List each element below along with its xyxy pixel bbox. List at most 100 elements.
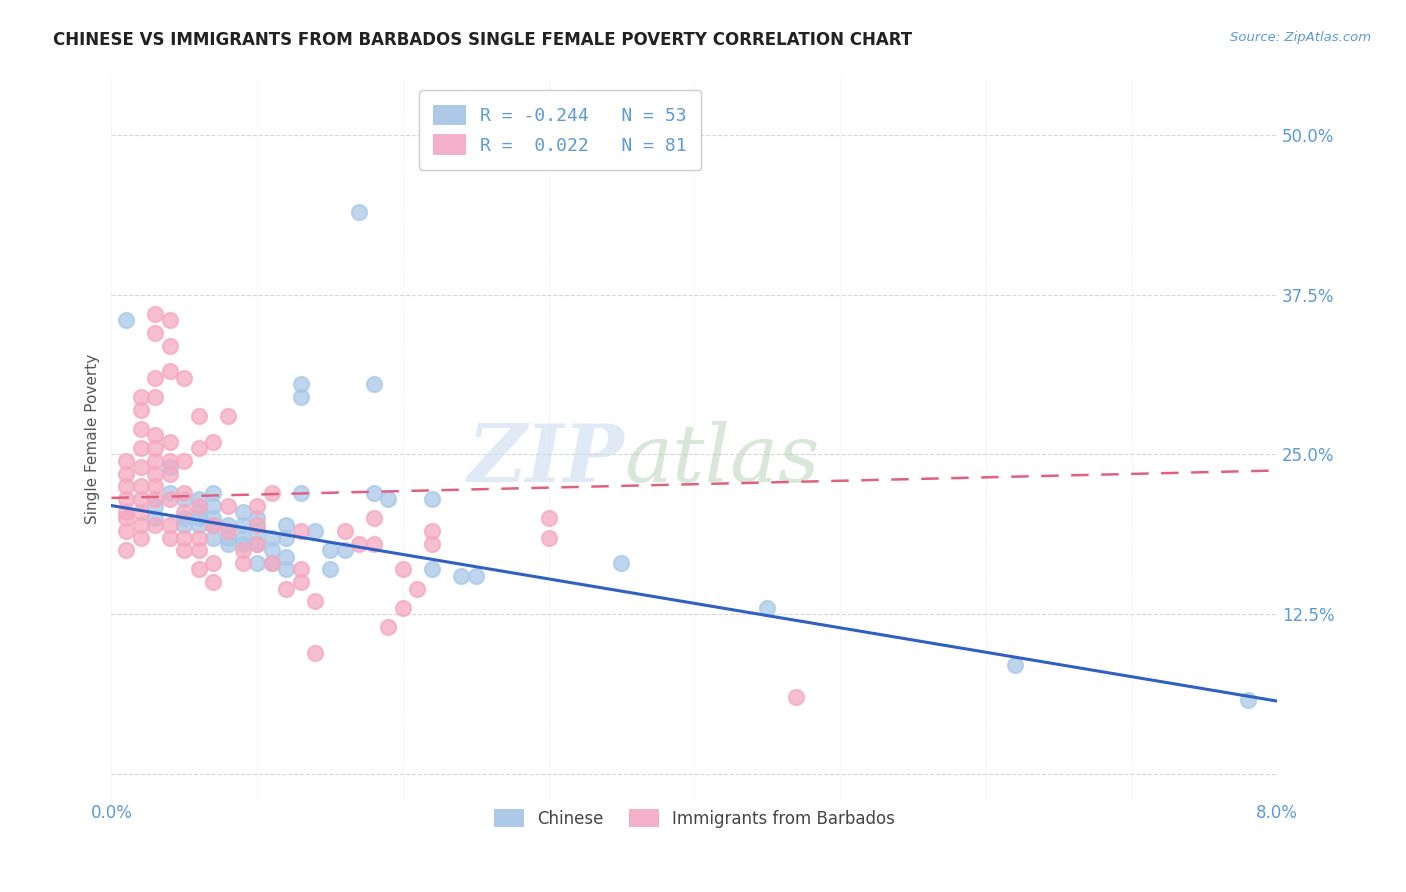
Point xyxy=(276,562,298,576)
Point xyxy=(115,505,138,519)
Point xyxy=(159,531,181,545)
Point xyxy=(290,377,312,392)
Point xyxy=(785,690,807,705)
Point xyxy=(232,517,254,532)
Point xyxy=(187,562,209,576)
Point xyxy=(143,479,166,493)
Point xyxy=(217,537,239,551)
Point xyxy=(187,409,209,423)
Point xyxy=(260,543,283,558)
Point xyxy=(304,594,326,608)
Point xyxy=(464,569,486,583)
Point xyxy=(187,499,209,513)
Point xyxy=(217,524,239,538)
Point xyxy=(159,434,181,449)
Point xyxy=(129,441,152,455)
Point xyxy=(610,556,633,570)
Point xyxy=(115,467,138,481)
Y-axis label: Single Female Poverty: Single Female Poverty xyxy=(86,353,100,524)
Point xyxy=(260,485,283,500)
Point xyxy=(202,517,225,532)
Point xyxy=(276,582,298,596)
Point xyxy=(187,531,209,545)
Point xyxy=(276,549,298,564)
Point xyxy=(260,556,283,570)
Point xyxy=(290,575,312,590)
Point xyxy=(246,556,269,570)
Point xyxy=(143,371,166,385)
Point xyxy=(115,479,138,493)
Point xyxy=(173,454,195,468)
Point xyxy=(217,517,239,532)
Point xyxy=(276,531,298,545)
Point xyxy=(159,492,181,507)
Point xyxy=(202,517,225,532)
Point xyxy=(347,204,370,219)
Point xyxy=(173,543,195,558)
Point xyxy=(143,326,166,340)
Text: CHINESE VS IMMIGRANTS FROM BARBADOS SINGLE FEMALE POVERTY CORRELATION CHART: CHINESE VS IMMIGRANTS FROM BARBADOS SING… xyxy=(53,31,912,49)
Point xyxy=(143,441,166,455)
Point xyxy=(217,531,239,545)
Point xyxy=(115,543,138,558)
Point xyxy=(202,485,225,500)
Point xyxy=(187,517,209,532)
Point xyxy=(129,390,152,404)
Point xyxy=(143,467,166,481)
Point xyxy=(450,569,472,583)
Point xyxy=(217,499,239,513)
Legend: Chinese, Immigrants from Barbados: Chinese, Immigrants from Barbados xyxy=(488,803,901,835)
Point xyxy=(129,517,152,532)
Point xyxy=(420,492,443,507)
Point xyxy=(246,537,269,551)
Point xyxy=(537,531,560,545)
Point xyxy=(246,499,269,513)
Point xyxy=(304,646,326,660)
Point xyxy=(347,537,370,551)
Point xyxy=(232,543,254,558)
Point xyxy=(187,492,209,507)
Point xyxy=(363,377,385,392)
Point xyxy=(202,499,225,513)
Point xyxy=(420,524,443,538)
Point xyxy=(363,511,385,525)
Point xyxy=(406,582,429,596)
Point xyxy=(159,460,181,475)
Point xyxy=(232,505,254,519)
Point xyxy=(143,390,166,404)
Point xyxy=(129,505,152,519)
Point xyxy=(260,531,283,545)
Point xyxy=(143,499,166,513)
Point xyxy=(143,307,166,321)
Point xyxy=(202,511,225,525)
Point xyxy=(159,313,181,327)
Point xyxy=(246,511,269,525)
Point xyxy=(115,454,138,468)
Point xyxy=(537,511,560,525)
Point xyxy=(187,511,209,525)
Point xyxy=(232,531,254,545)
Point xyxy=(173,492,195,507)
Point xyxy=(159,454,181,468)
Point xyxy=(129,492,152,507)
Point xyxy=(202,556,225,570)
Point xyxy=(319,562,342,576)
Point xyxy=(143,454,166,468)
Point xyxy=(115,524,138,538)
Point xyxy=(129,479,152,493)
Point xyxy=(319,543,342,558)
Point xyxy=(159,485,181,500)
Point xyxy=(129,402,152,417)
Point xyxy=(290,562,312,576)
Point xyxy=(392,562,415,576)
Point xyxy=(246,537,269,551)
Point xyxy=(420,537,443,551)
Point xyxy=(202,531,225,545)
Point xyxy=(1004,658,1026,673)
Point xyxy=(276,517,298,532)
Point xyxy=(392,600,415,615)
Point xyxy=(143,511,166,525)
Point xyxy=(187,543,209,558)
Point xyxy=(173,371,195,385)
Point xyxy=(143,492,166,507)
